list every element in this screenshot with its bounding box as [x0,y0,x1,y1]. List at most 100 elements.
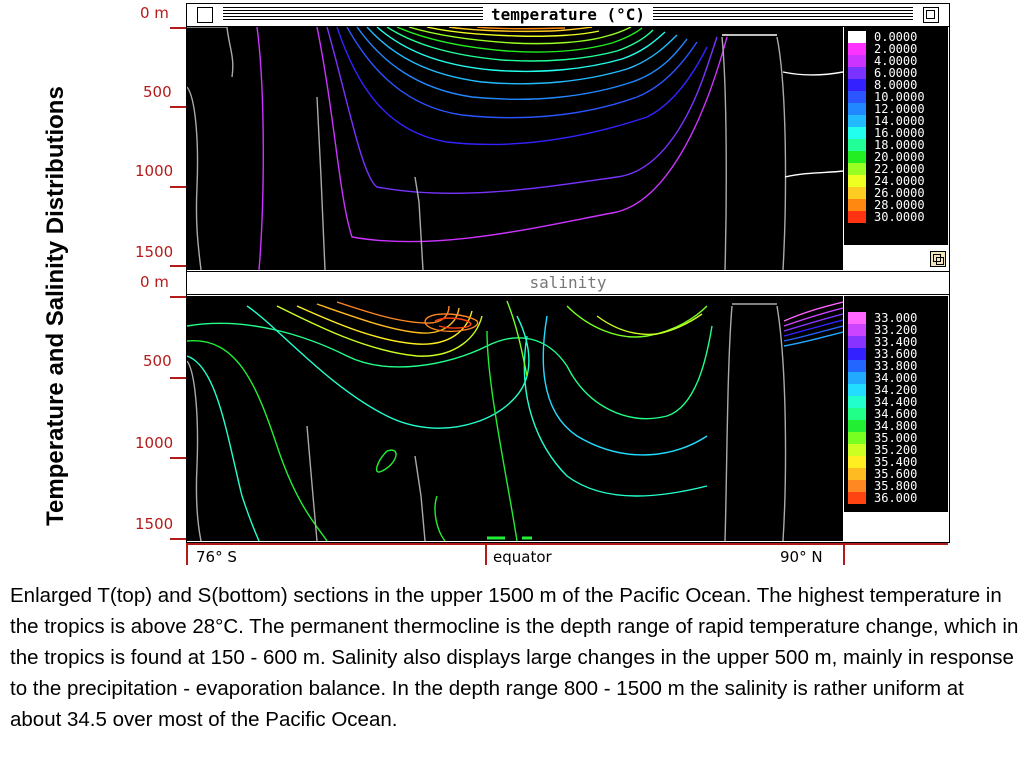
salinity-window: salinity [186,271,950,543]
legend-swatch [848,468,866,480]
legend-label: 35.800 [874,479,918,493]
temp-depth-label-500: 500 [143,83,172,101]
legend-swatch [848,348,866,360]
temperature-window: temperature (°C) [186,3,950,272]
legend-entry: 8.0000 [848,79,917,91]
x-tick-center [485,543,487,565]
legend-entry: 33.800 [848,360,917,372]
legend-entry: 33.600 [848,348,917,360]
legend-label: 34.400 [874,395,918,409]
temperature-contour-plot [187,27,843,270]
legend-entry: 10.0000 [848,91,925,103]
legend-swatch [848,396,866,408]
legend-label: 8.0000 [874,78,918,92]
vertical-title: Temperature and Salinity Distributions [38,46,74,566]
legend-entry: 35.200 [848,444,917,456]
legend-swatch [848,103,866,115]
legend-label: 0.0000 [874,30,918,44]
salinity-titlebar[interactable]: salinity [187,272,949,295]
legend-entry: 30.0000 [848,211,925,223]
legend-swatch [848,456,866,468]
legend-swatch [848,127,866,139]
legend-swatch [848,79,866,91]
legend-label: 18.0000 [874,138,925,152]
legend-label: 14.0000 [874,114,925,128]
sal-depth-label-500: 500 [143,352,172,370]
temp-depth-tick-500 [170,106,186,108]
legend-swatch [848,151,866,163]
legend-label: 6.0000 [874,66,918,80]
legend-entry: 33.200 [848,324,917,336]
legend-label: 34.200 [874,383,918,397]
salinity-window-title: salinity [521,273,615,292]
legend-label: 34.800 [874,419,918,433]
legend-label: 22.0000 [874,162,925,176]
legend-swatch [848,211,866,223]
temp-depth-tick-1500 [170,265,186,267]
sal-depth-tick-1000 [170,457,186,459]
legend-swatch [848,432,866,444]
legend-label: 30.0000 [874,210,925,224]
legend-label: 28.0000 [874,198,925,212]
temperature-titlebar[interactable]: temperature (°C) [187,4,949,27]
sal-depth-label-0: 0 m [140,273,169,291]
legend-swatch [848,43,866,55]
legend-label: 10.0000 [874,90,925,104]
legend-label: 33.600 [874,347,918,361]
legend-label: 26.0000 [874,186,925,200]
legend-label: 35.000 [874,431,918,445]
legend-entry: 35.000 [848,432,917,444]
legend-entry: 16.0000 [848,127,925,139]
zoom-box-icon[interactable] [923,7,939,23]
salinity-legend: 33.000 33.200 33.400 33.600 33.800 34.00… [844,296,948,512]
legend-label: 33.800 [874,359,918,373]
temperature-window-title: temperature (°C) [482,5,654,24]
legend-swatch [848,420,866,432]
legend-entry: 35.400 [848,456,917,468]
legend-entry: 24.0000 [848,175,925,187]
legend-swatch [848,408,866,420]
legend-entry: 34.200 [848,384,917,396]
temp-depth-tick-1000 [170,186,186,188]
resize-handle-icon[interactable] [930,251,946,267]
legend-swatch [848,372,866,384]
legend-entry: 20.0000 [848,151,925,163]
legend-label: 35.600 [874,467,918,481]
x-tick-right [843,543,845,565]
legend-entry: 35.800 [848,480,917,492]
legend-swatch [848,360,866,372]
legend-swatch [848,336,866,348]
temp-depth-tick-0 [170,27,186,29]
temp-depth-label-0: 0 m [140,4,169,22]
legend-swatch [848,55,866,67]
temp-depth-label-1500: 1500 [135,243,174,261]
legend-entry: 12.0000 [848,103,925,115]
legend-label: 35.200 [874,443,918,457]
legend-swatch [848,115,866,127]
x-label-left: 76° S [196,548,237,566]
legend-entry: 14.0000 [848,115,925,127]
sal-depth-tick-1500 [170,538,186,540]
legend-entry: 35.600 [848,468,917,480]
close-box-icon[interactable] [197,7,213,23]
legend-entry: 0.0000 [848,31,917,43]
legend-entry: 33.400 [848,336,917,348]
legend-swatch [848,175,866,187]
legend-swatch [848,199,866,211]
legend-entry: 6.0000 [848,67,917,79]
legend-swatch [848,31,866,43]
sal-depth-label-1500: 1500 [135,515,174,533]
x-label-right: 90° N [780,548,823,566]
legend-label: 33.200 [874,323,918,337]
slide-caption: Enlarged T(top) and S(bottom) sections i… [10,584,1019,731]
legend-entry: 28.0000 [848,199,925,211]
legend-label: 16.0000 [874,126,925,140]
legend-entry: 22.0000 [848,163,925,175]
legend-label: 36.000 [874,491,918,505]
legend-swatch [848,312,866,324]
legend-entry: 2.0000 [848,43,917,55]
latitude-axis-line [186,543,948,545]
legend-entry: 34.800 [848,420,917,432]
legend-swatch [848,324,866,336]
legend-label: 33.000 [874,311,918,325]
